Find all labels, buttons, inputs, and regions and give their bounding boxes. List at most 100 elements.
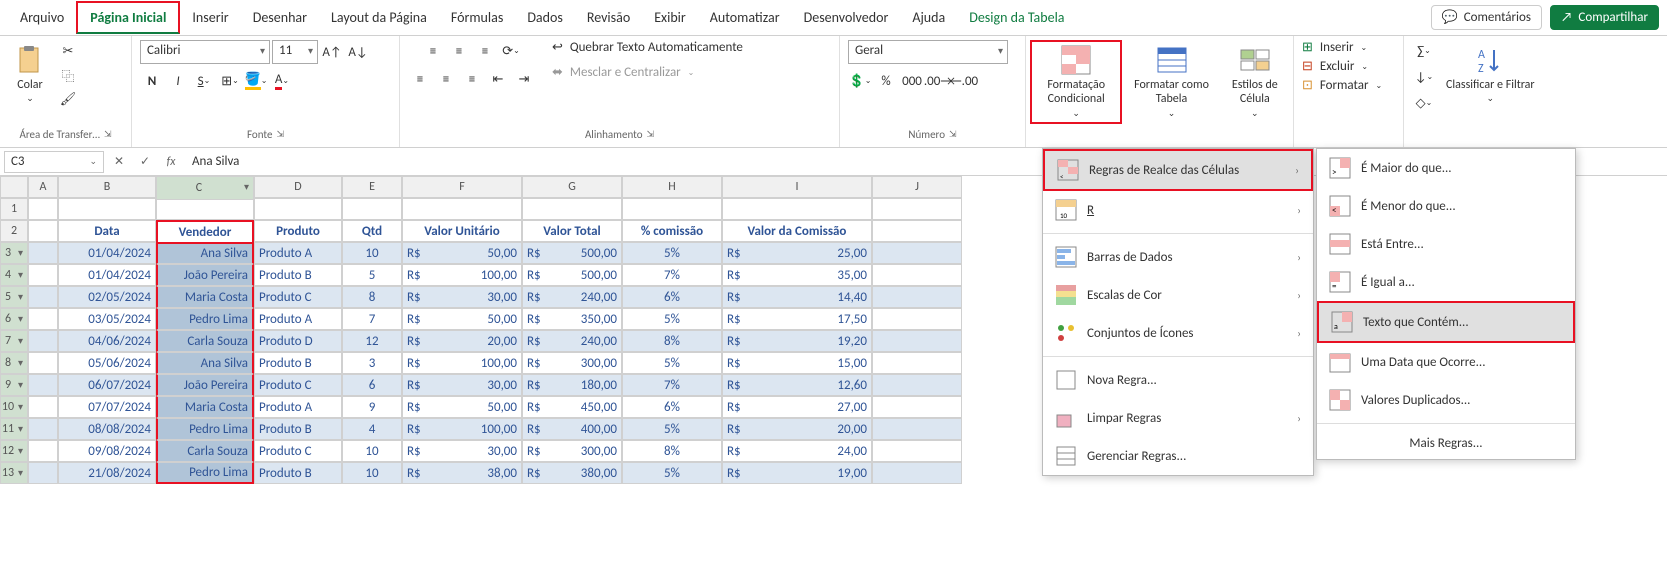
cell[interactable]: R$38,00 [402,462,522,484]
cell[interactable] [28,330,58,352]
cell[interactable]: Pedro Lima [156,308,254,330]
row-header[interactable]: 3 [0,242,28,264]
align-right-button[interactable]: ≡ [460,68,484,90]
decrease-font-button[interactable]: A↓ [346,41,370,63]
cell[interactable]: Produto A [254,242,342,264]
tab-desenhar[interactable]: Desenhar [241,3,319,32]
cell[interactable]: 10 [342,242,402,264]
barras-dados-item[interactable]: Barras de Dados› [1043,238,1313,276]
cell[interactable]: R$20,00 [402,330,522,352]
cell[interactable]: 07/07/2024 [58,396,156,418]
align-middle-button[interactable]: ≡ [447,40,471,62]
limpar-regras-item[interactable]: Limpar Regras› [1043,399,1313,437]
cell[interactable]: R$240,00 [522,286,622,308]
bold-button[interactable]: N [140,70,164,92]
cell[interactable]: R$350,00 [522,308,622,330]
cell[interactable]: Produto A [254,308,342,330]
row-header[interactable]: 2 [0,220,28,242]
cell[interactable]: Produto B [254,264,342,286]
cell[interactable] [28,286,58,308]
col-header[interactable]: E [342,176,402,198]
conjuntos-icones-item[interactable]: Conjuntos de Ícones› [1043,314,1313,352]
col-header[interactable]: B [58,176,156,198]
cell[interactable]: R$30,00 [402,440,522,462]
increase-indent-button[interactable]: ⇥ [512,68,536,90]
texto-contem-item[interactable]: a Texto que Contém... [1317,301,1575,343]
row-header[interactable]: 10 [0,396,28,418]
tab-ajuda[interactable]: Ajuda [900,3,957,32]
cell[interactable]: 5% [622,308,722,330]
format-painter-button[interactable]: 🖌 [56,88,80,110]
cell[interactable]: R$180,00 [522,374,622,396]
clipboard-launcher[interactable]: ⇲ [104,129,112,140]
alignment-launcher[interactable]: ⇲ [647,129,655,140]
tab-dados[interactable]: Dados [515,3,575,32]
italic-button[interactable]: I [166,70,190,92]
row-header[interactable]: 9 [0,374,28,396]
data-ocorre-item[interactable]: Uma Data que Ocorre... [1317,343,1575,381]
cell[interactable] [28,418,58,440]
cell[interactable]: Produto B [254,462,342,484]
cell[interactable]: Carla Souza [156,440,254,462]
cell[interactable]: 01/04/2024 [58,242,156,264]
borders-button[interactable]: ⊞⌄ [218,70,242,92]
cell[interactable]: R$19,20 [722,330,872,352]
cell[interactable]: Ana Silva [156,242,254,264]
row-header[interactable]: 12 [0,440,28,462]
decrease-indent-button[interactable]: ⇤ [486,68,510,90]
cell[interactable]: 8% [622,440,722,462]
select-all-corner[interactable] [0,176,28,198]
cell[interactable]: R$50,00 [402,308,522,330]
tab-revisao[interactable]: Revisão [575,3,642,32]
wrap-text-button[interactable]: ↩ Quebrar Texto Automaticamente [552,40,743,55]
gerenciar-regras-item[interactable]: Gerenciar Regras... [1043,437,1313,475]
formatar-como-tabela-button[interactable]: Formatar como Tabela⌄ [1126,40,1216,124]
cell[interactable]: R$19,00 [722,462,872,484]
currency-button[interactable]: 💲⌄ [848,70,872,92]
cell[interactable]: R$25,00 [722,242,872,264]
align-top-button[interactable]: ≡ [421,40,445,62]
align-bottom-button[interactable]: ≡ [473,40,497,62]
cell[interactable] [872,462,962,484]
cell[interactable]: 03/05/2024 [58,308,156,330]
confirm-formula-button[interactable]: ✓ [134,154,156,169]
excluir-button[interactable]: ⊟ Excluir ⌄ [1302,59,1368,74]
cell[interactable]: Produto B [254,352,342,374]
cell[interactable]: 10 [342,462,402,484]
cell[interactable]: Pedro Lima [156,418,254,440]
cell[interactable]: R$30,00 [402,286,522,308]
cell[interactable]: R$100,00 [402,264,522,286]
cell[interactable]: 9 [342,396,402,418]
number-format-select[interactable]: Geral [848,40,1008,64]
cell[interactable]: R$12,60 [722,374,872,396]
cell[interactable]: R$240,00 [522,330,622,352]
igual-a-item[interactable]: = É Igual a... [1317,263,1575,301]
cell[interactable] [872,352,962,374]
fill-color-button[interactable]: 🪣⌄ [244,70,268,92]
tab-inserir[interactable]: Inserir [180,3,240,32]
col-header[interactable]: D [254,176,342,198]
cell[interactable]: 06/07/2024 [58,374,156,396]
cell[interactable]: 7 [342,308,402,330]
thousands-button[interactable]: 000 [900,70,924,92]
cell[interactable]: R$380,00 [522,462,622,484]
cell[interactable]: Carla Souza [156,330,254,352]
font-family-select[interactable]: Calibri [140,40,270,64]
cell[interactable]: R$17,50 [722,308,872,330]
formatar-button[interactable]: ⊡ Formatar ⌄ [1302,78,1382,93]
cell[interactable] [28,440,58,462]
cell[interactable]: R$450,00 [522,396,622,418]
cell[interactable]: Maria Costa [156,396,254,418]
cell[interactable] [872,396,962,418]
valores-duplicados-item[interactable]: Valores Duplicados... [1317,381,1575,419]
cell[interactable]: 04/06/2024 [58,330,156,352]
col-header[interactable]: C [156,176,254,200]
underline-button[interactable]: S⌄ [192,70,216,92]
mais-regras-item[interactable]: Mais Regras... [1317,428,1575,459]
cell[interactable] [28,462,58,484]
classificar-filtrar-button[interactable]: AZ Classificar e Filtrar⌄ [1440,40,1541,109]
cell[interactable]: 5% [622,352,722,374]
comentarios-button[interactable]: 💬Comentários [1431,5,1542,30]
row-header[interactable]: 4 [0,264,28,286]
cell[interactable]: R$100,00 [402,352,522,374]
